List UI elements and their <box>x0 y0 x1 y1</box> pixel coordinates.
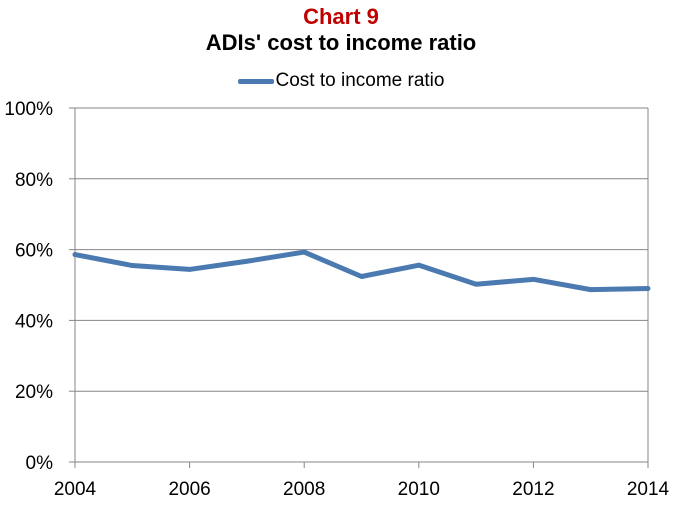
legend-swatch <box>237 78 274 84</box>
x-tick-label: 2006 <box>168 479 210 500</box>
y-tick-label: 20% <box>15 382 53 403</box>
y-tick-label: 60% <box>15 241 53 262</box>
x-tick-label: 2012 <box>512 479 554 500</box>
legend: Cost to income ratio <box>0 70 682 92</box>
x-tick-label: 2014 <box>627 479 670 500</box>
series-line <box>72 249 651 293</box>
y-tick-label: 100% <box>4 99 53 120</box>
x-tick-label: 2008 <box>283 479 325 500</box>
chart-title: Chart 9 <box>303 4 379 29</box>
x-tick-label: 2010 <box>398 479 440 500</box>
y-tick-label: 40% <box>15 311 53 332</box>
chart-subtitle: ADIs' cost to income ratio <box>205 30 477 55</box>
y-tick-label: 0% <box>26 453 54 474</box>
x-tick-label: 2004 <box>54 479 97 500</box>
y-tick-label: 80% <box>15 170 53 191</box>
legend-label: Cost to income ratio <box>275 70 445 91</box>
